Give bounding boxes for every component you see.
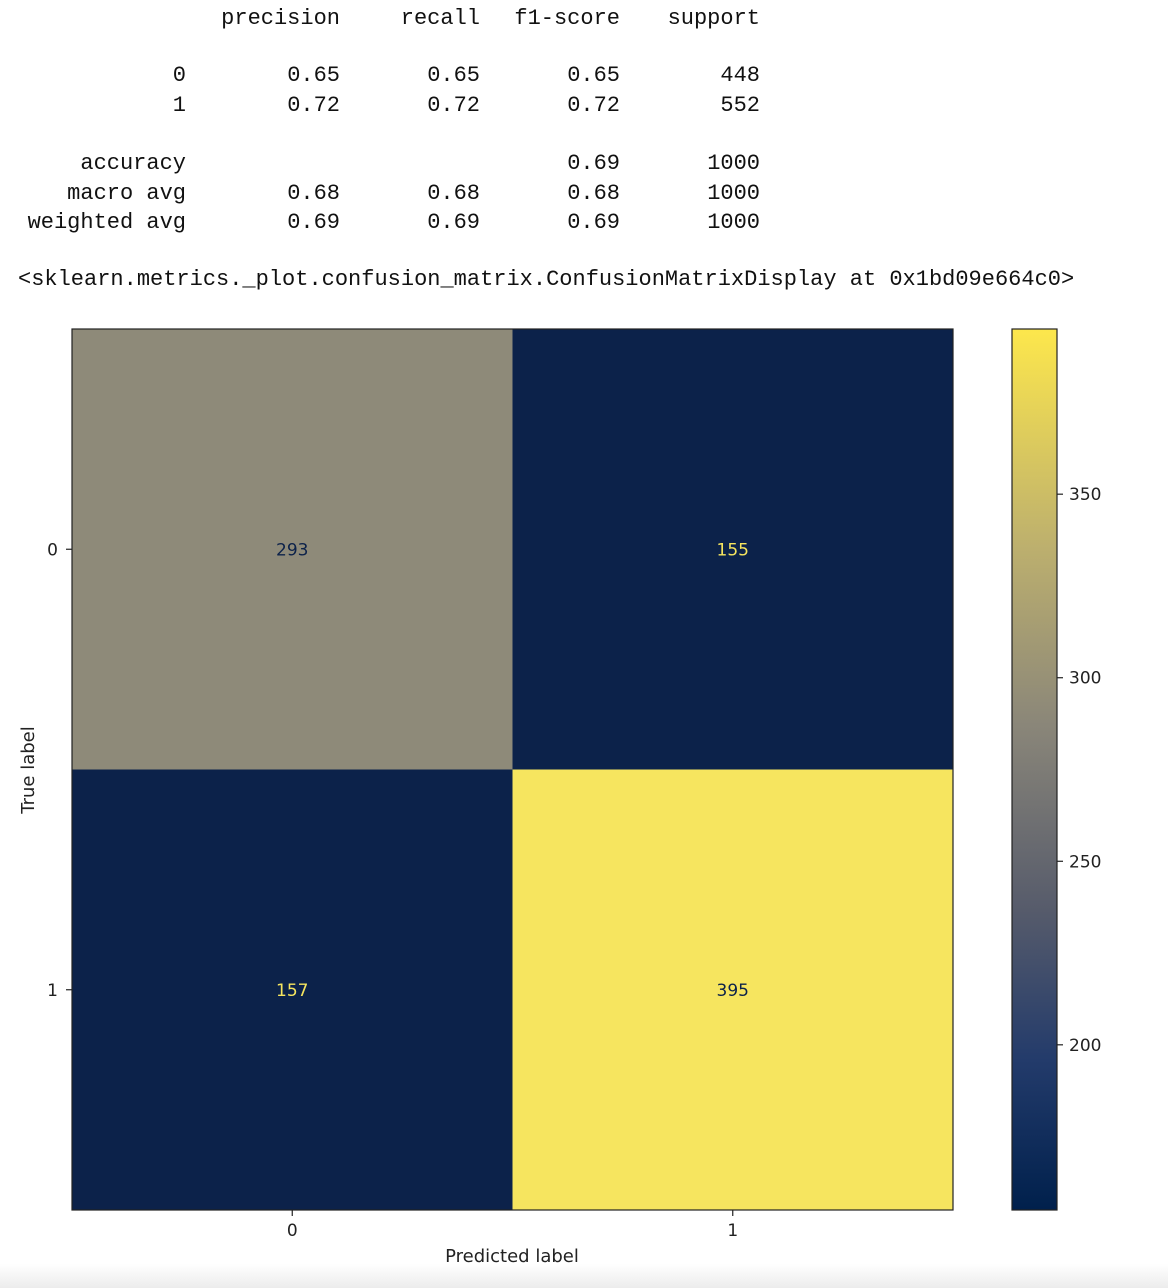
precision-value: 0.68 [287, 181, 340, 206]
cell-value-label: 155 [717, 540, 749, 560]
header-support: support [667, 6, 760, 31]
support-value: 448 [720, 63, 760, 88]
matrix-frame [71, 328, 954, 1211]
header-recall: recall [400, 6, 480, 31]
header-f1-score: f1-score [514, 6, 620, 31]
row-label: 1 [172, 93, 186, 118]
row-label: accuracy [80, 151, 186, 176]
x-tick-label: 0 [287, 1221, 298, 1241]
recall-value: 0.65 [427, 63, 480, 88]
matrix-cell [72, 769, 513, 1210]
y-tick-label: 1 [47, 981, 58, 1001]
support-value: 1000 [707, 181, 760, 206]
y-tick-label: 0 [47, 540, 58, 560]
precision-value: 0.65 [287, 63, 340, 88]
f1-value: 0.72 [567, 93, 620, 118]
matrix-cell [72, 329, 513, 770]
matrix-cell [512, 329, 953, 770]
colorbar-tick-label: 200 [1069, 1036, 1101, 1056]
colorbar-tick-label: 250 [1069, 852, 1101, 872]
support-value: 552 [720, 93, 760, 118]
cell-value-label: 157 [276, 981, 308, 1001]
f1-value: 0.68 [567, 181, 620, 206]
matrix-cell [512, 769, 953, 1210]
recall-value: 0.72 [427, 93, 480, 118]
colorbar-tick-label: 300 [1069, 669, 1101, 689]
colorbar-frame [1011, 328, 1058, 1211]
precision-value: 0.69 [287, 210, 340, 235]
recall-value: 0.68 [427, 181, 480, 206]
colorbar [1012, 329, 1057, 1210]
f1-value: 0.69 [567, 210, 620, 235]
cell-value-label: 293 [276, 540, 308, 560]
display-object-repr: <sklearn.metrics._plot.confusion_matrix.… [18, 267, 1075, 292]
y-axis-label: True label [18, 726, 39, 815]
support-value: 1000 [707, 151, 760, 176]
f1-value: 0.65 [567, 63, 620, 88]
f1-value: 0.69 [567, 151, 620, 176]
colorbar-tick-label: 350 [1069, 485, 1101, 505]
x-tick-label: 1 [727, 1221, 738, 1241]
header-precision: precision [221, 6, 340, 31]
recall-value: 0.69 [427, 210, 480, 235]
row-label: macro avg [67, 181, 186, 206]
row-label: 0 [172, 63, 186, 88]
page-bottom-shadow [0, 1264, 1168, 1288]
precision-value: 0.72 [287, 93, 340, 118]
row-label: weighted avg [27, 210, 186, 235]
support-value: 1000 [707, 210, 760, 235]
cell-value-label: 395 [717, 981, 749, 1001]
